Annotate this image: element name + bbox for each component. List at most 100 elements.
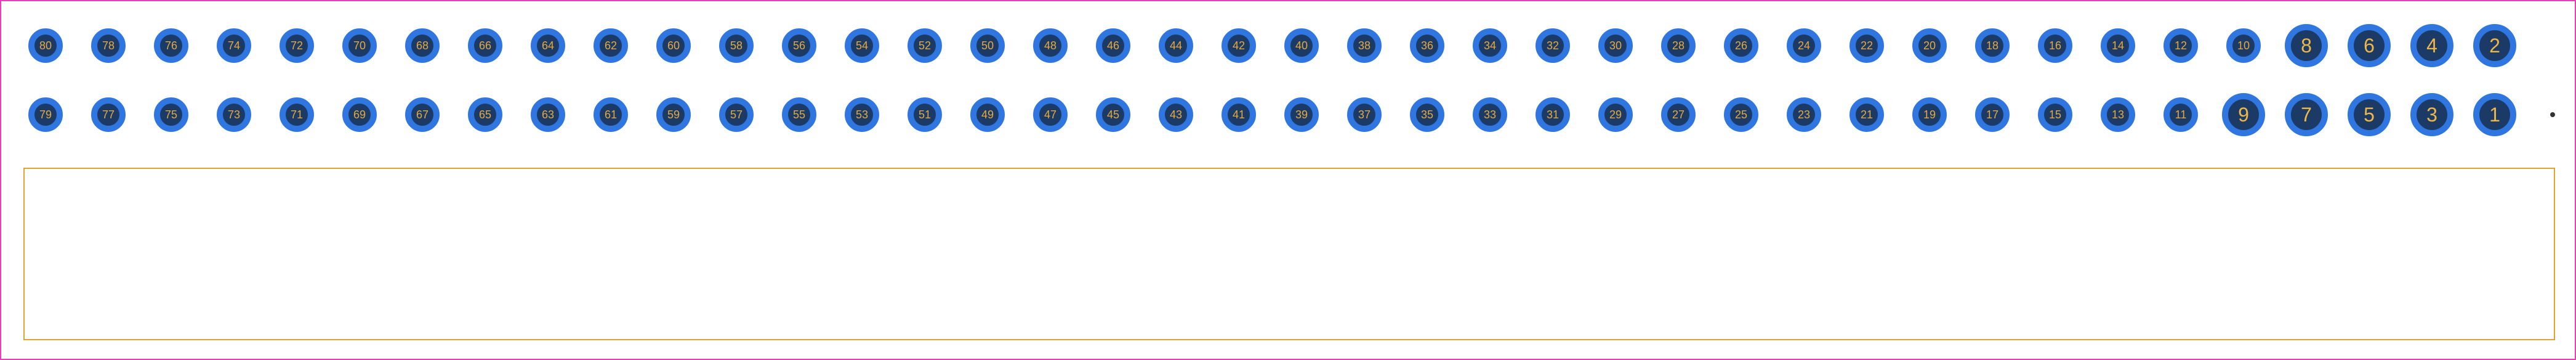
- pin-label: 13: [2112, 108, 2124, 121]
- pin-3: 3: [2410, 93, 2453, 136]
- pin-label: 53: [856, 108, 868, 121]
- pin-label: 50: [981, 39, 994, 52]
- pin-label: 21: [1861, 108, 1873, 121]
- pin-63: 63: [531, 97, 565, 132]
- pin-label: 6: [2364, 35, 2375, 57]
- pin-label: 42: [1233, 39, 1245, 52]
- pin-34: 34: [1473, 28, 1507, 63]
- pin-label: 44: [1170, 39, 1182, 52]
- pin-label: 10: [2237, 39, 2250, 52]
- pin-12: 12: [2163, 28, 2198, 63]
- pin-73: 73: [217, 97, 251, 132]
- pin-label: 51: [919, 108, 931, 121]
- pin-70: 70: [342, 28, 377, 63]
- component-footprint-frame: 8078767472706866646260585654525048464442…: [0, 0, 2576, 360]
- pin-48: 48: [1033, 28, 1068, 63]
- pin-label: 30: [1609, 39, 1622, 52]
- pin-76: 76: [154, 28, 188, 63]
- pin-label: 9: [2238, 104, 2249, 126]
- pin-label: 77: [102, 108, 115, 121]
- pin-label: 52: [919, 39, 931, 52]
- pin-label: 22: [1861, 39, 1873, 52]
- pin-59: 59: [656, 97, 691, 132]
- pin-74: 74: [217, 28, 251, 63]
- pin-5: 5: [2348, 93, 2391, 136]
- pin-label: 15: [2049, 108, 2061, 121]
- pin-65: 65: [468, 97, 502, 132]
- pin-42: 42: [1222, 28, 1256, 63]
- pin-33: 33: [1473, 97, 1507, 132]
- pin-14: 14: [2101, 28, 2135, 63]
- pin-label: 78: [102, 39, 115, 52]
- pin-label: 43: [1170, 108, 1182, 121]
- pin-49: 49: [970, 97, 1005, 132]
- pin-6: 6: [2348, 24, 2391, 67]
- pin-label: 40: [1295, 39, 1308, 52]
- pin-71: 71: [280, 97, 314, 132]
- pin-67: 67: [405, 97, 440, 132]
- pin-label: 58: [730, 39, 743, 52]
- pin-16: 16: [2038, 28, 2072, 63]
- pin-label: 28: [1672, 39, 1684, 52]
- pin-label: 19: [1923, 108, 1936, 121]
- pin-15: 15: [2038, 97, 2072, 132]
- pin-50: 50: [970, 28, 1005, 63]
- pin-label: 8: [2301, 35, 2312, 57]
- pin-label: 45: [1107, 108, 1119, 121]
- pin-62: 62: [594, 28, 628, 63]
- pin-78: 78: [91, 28, 126, 63]
- pin-40: 40: [1284, 28, 1319, 63]
- pin-23: 23: [1787, 97, 1821, 132]
- pin-53: 53: [845, 97, 879, 132]
- pin-35: 35: [1410, 97, 1444, 132]
- pin-54: 54: [845, 28, 879, 63]
- pin-32: 32: [1536, 28, 1570, 63]
- pin-label: 68: [416, 39, 429, 52]
- pin-75: 75: [154, 97, 188, 132]
- pin-27: 27: [1661, 97, 1696, 132]
- pin-79: 79: [28, 97, 63, 132]
- pin-13: 13: [2101, 97, 2135, 132]
- pin-label: 17: [1986, 108, 1998, 121]
- pin-label: 35: [1421, 108, 1433, 121]
- pin-80: 80: [28, 28, 63, 63]
- pin-11: 11: [2163, 97, 2198, 132]
- pin-label: 48: [1044, 39, 1057, 52]
- pin-61: 61: [594, 97, 628, 132]
- pin-17: 17: [1975, 97, 2010, 132]
- pin-38: 38: [1347, 28, 1382, 63]
- pin-label: 31: [1547, 108, 1559, 121]
- pin-24: 24: [1787, 28, 1821, 63]
- pin-label: 25: [1735, 108, 1747, 121]
- pin-56: 56: [782, 28, 816, 63]
- pin-10: 10: [2226, 28, 2261, 63]
- pin-52: 52: [908, 28, 942, 63]
- pin-label: 56: [793, 39, 805, 52]
- pin-9: 9: [2222, 93, 2265, 136]
- pin-label: 26: [1735, 39, 1747, 52]
- component-body-outline: [23, 168, 2555, 340]
- pin-31: 31: [1536, 97, 1570, 132]
- pin-44: 44: [1159, 28, 1193, 63]
- pin-label: 3: [2426, 104, 2437, 126]
- pin-51: 51: [908, 97, 942, 132]
- pin-2: 2: [2473, 24, 2516, 67]
- pin-18: 18: [1975, 28, 2010, 63]
- pin-label: 76: [165, 39, 177, 52]
- pin-label: 24: [1798, 39, 1810, 52]
- pin-26: 26: [1724, 28, 1758, 63]
- pin-label: 57: [730, 108, 743, 121]
- pin-label: 32: [1547, 39, 1559, 52]
- pin-label: 20: [1923, 39, 1936, 52]
- pin-label: 79: [39, 108, 52, 121]
- pin-8: 8: [2285, 24, 2328, 67]
- pin-label: 49: [981, 108, 994, 121]
- pin-label: 70: [353, 39, 366, 52]
- pin-41: 41: [1222, 97, 1256, 132]
- pin-72: 72: [280, 28, 314, 63]
- pin-19: 19: [1912, 97, 1947, 132]
- pin-label: 60: [667, 39, 680, 52]
- pin-label: 69: [353, 108, 366, 121]
- pin-58: 58: [719, 28, 754, 63]
- pin-30: 30: [1598, 28, 1633, 63]
